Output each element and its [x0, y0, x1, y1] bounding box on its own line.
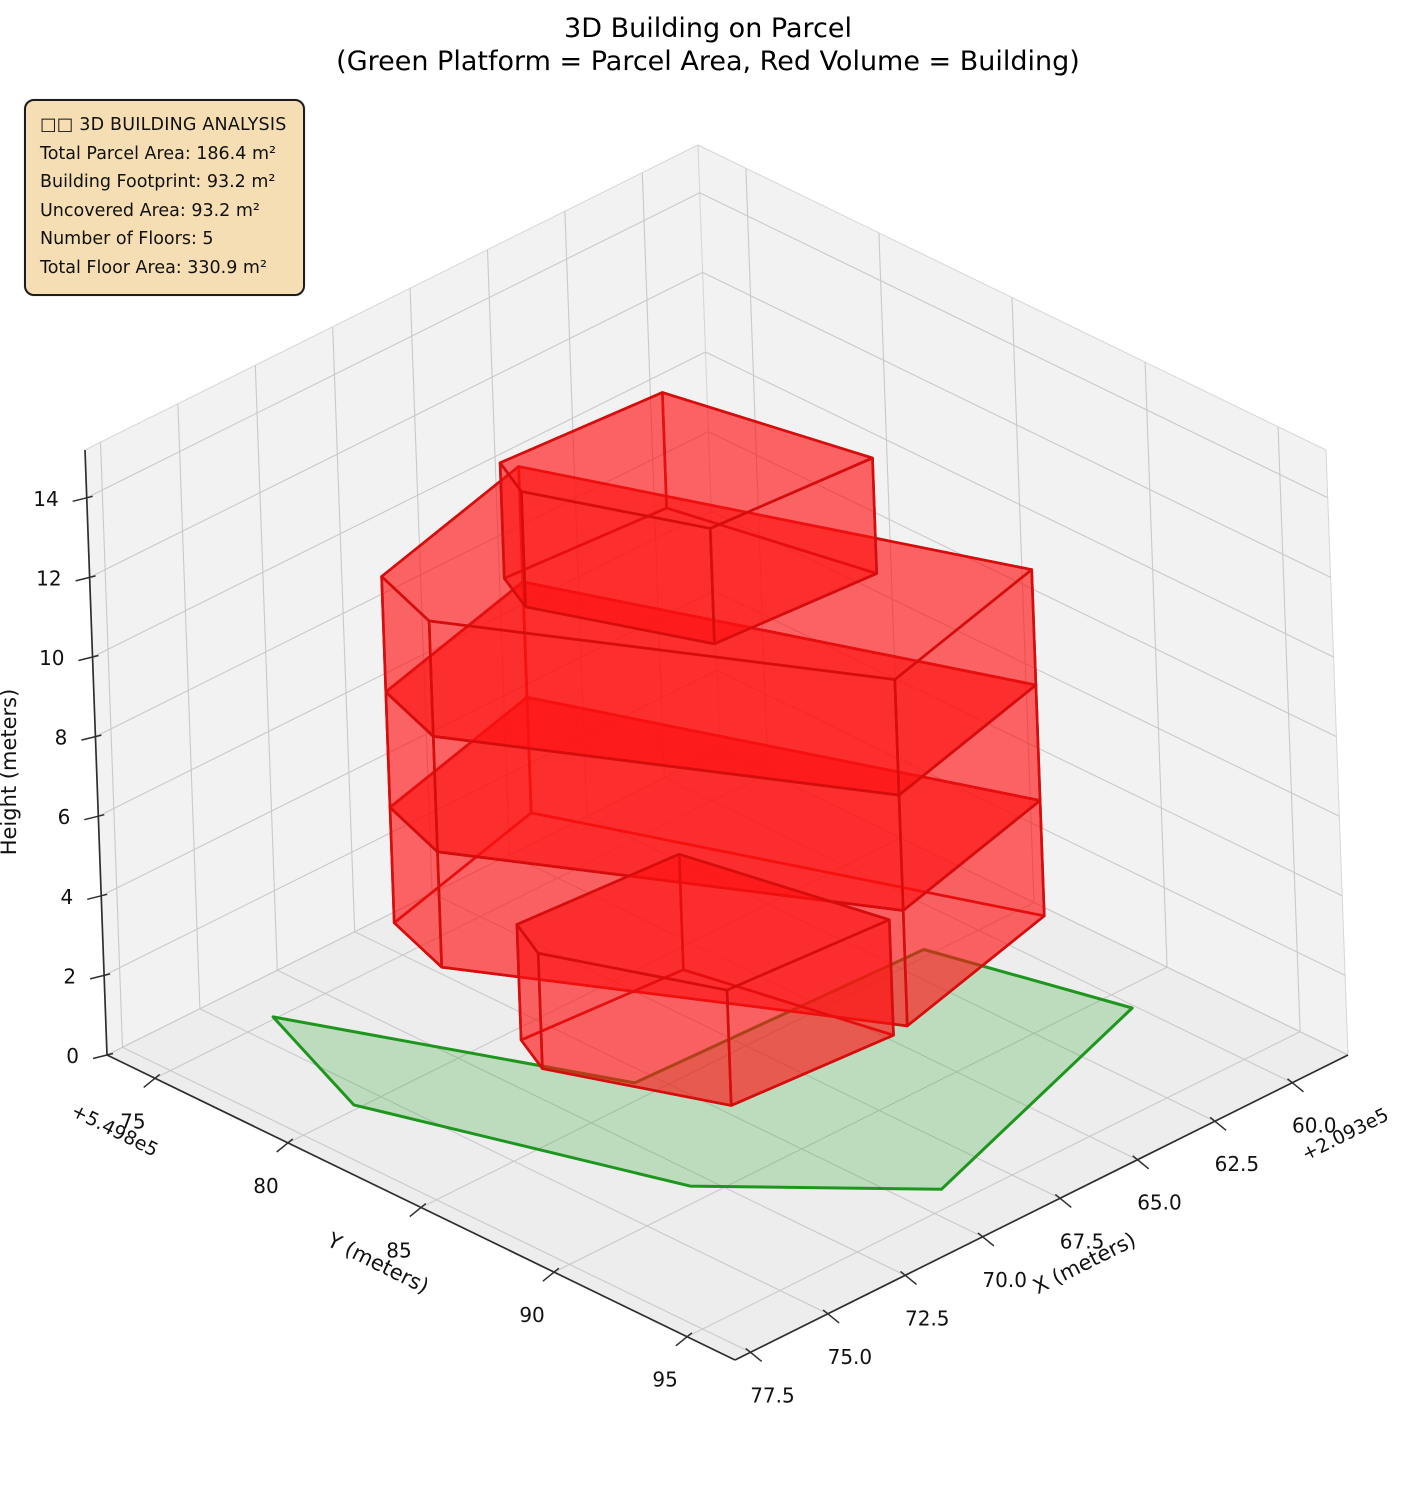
- building-floor-1: [515, 852, 895, 1107]
- y-tick-label: 90: [519, 1303, 544, 1327]
- x-tick-label: 67.5: [1060, 1229, 1105, 1253]
- y-tick-label: 85: [386, 1239, 411, 1263]
- building-volume: [380, 391, 1046, 1107]
- x-tick-label: 65.0: [1137, 1191, 1182, 1215]
- x-tick-label: 72.5: [905, 1306, 950, 1330]
- analysis-info-box: □□ 3D BUILDING ANALYSIS Total Parcel Are…: [24, 99, 305, 296]
- z-tick-label: 4: [60, 885, 73, 909]
- building-floor-2: [388, 695, 1046, 1028]
- chart-title-block: 3D Building on Parcel (Green Platform = …: [0, 12, 1416, 78]
- z-tick-label: 14: [33, 487, 58, 511]
- z-tick-label: 0: [66, 1044, 79, 1068]
- building-face: [498, 391, 874, 530]
- tick-marks: [72, 495, 1304, 1362]
- building-face: [515, 852, 891, 992]
- building-floor-4: [380, 465, 1038, 797]
- parcel-platform: [271, 948, 1134, 1191]
- y-tick-label: 95: [652, 1368, 677, 1392]
- x-tick-label: 77.5: [750, 1383, 795, 1407]
- z-axis-label: Height (meters): [0, 689, 21, 856]
- info-row-total-parcel-area: Total Parcel Area: 186.4 m²: [40, 143, 277, 164]
- y-tick-label: 75: [120, 1109, 145, 1133]
- z-tick-label: 2: [63, 964, 76, 988]
- info-row-uncovered-area: Uncovered Area: 93.2 m²: [40, 200, 260, 221]
- x-tick-label: 70.0: [982, 1268, 1027, 1292]
- x-tick-label: 75.0: [828, 1345, 873, 1369]
- chart-subtitle: (Green Platform = Parcel Area, Red Volum…: [336, 46, 1080, 77]
- info-row-building-footprint: Building Footprint: 93.2 m²: [40, 172, 276, 192]
- chart-title: 3D Building on Parcel: [564, 13, 852, 44]
- info-box-header: □□ 3D BUILDING ANALYSIS: [40, 115, 287, 135]
- z-tick-label: 12: [36, 566, 61, 590]
- tick-labels: 60.062.565.067.570.072.575.077.575808590…: [33, 487, 1336, 1408]
- x-tick-label: 60.0: [1292, 1114, 1337, 1138]
- z-tick-label: 10: [39, 646, 64, 670]
- y-axis-offset-text: +5.498e5: [68, 1100, 162, 1162]
- parcel-polygon: [271, 948, 1134, 1191]
- y-axis-label: Y (meters): [323, 1228, 433, 1299]
- x-tick-label: 62.5: [1215, 1152, 1260, 1176]
- info-row-total-floor-area: Total Floor Area: 330.9 m²: [40, 257, 267, 278]
- z-tick-label: 8: [55, 726, 68, 750]
- y-tick-label: 80: [253, 1174, 278, 1198]
- info-row-number-of-floors: Number of Floors: 5: [40, 229, 214, 249]
- building-floor-5: [498, 391, 879, 646]
- z-tick-label: 6: [58, 805, 71, 829]
- building-face: [380, 465, 1033, 681]
